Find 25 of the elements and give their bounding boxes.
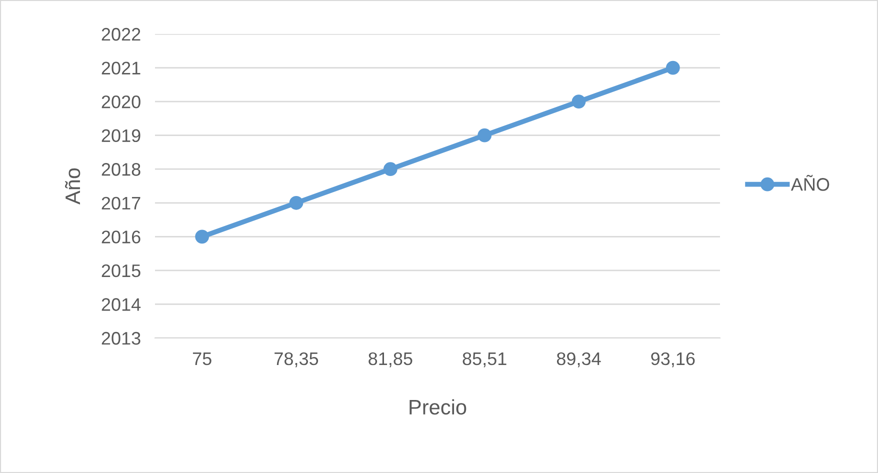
y-tick-label: 2019	[102, 129, 140, 142]
y-tick-label: 2021	[102, 62, 140, 74]
y-tick-label: 2015	[102, 264, 140, 278]
x-axis-title: Precio	[410, 399, 466, 415]
x-tick-label: 75	[192, 352, 212, 366]
x-tick-label: 93,16	[651, 352, 695, 368]
point	[289, 196, 304, 210]
x-tick-label: 78,35	[274, 352, 318, 368]
point	[383, 162, 398, 176]
point	[195, 230, 210, 244]
x-tick-label: 89,34	[556, 352, 601, 368]
y-tick-label: 2013	[102, 332, 140, 345]
y-tick-label: 2022	[102, 28, 140, 41]
y-tick-label: 2018	[102, 163, 140, 176]
legend-label: AÑO	[790, 174, 830, 191]
y-tick-label: 2014	[102, 298, 141, 311]
y-axis-title: Año	[65, 168, 80, 204]
point	[666, 60, 680, 75]
x-tick-label: 81,85	[368, 352, 412, 368]
y-tick-label: 2016	[102, 230, 140, 244]
x-tick-label: 85,51	[462, 352, 506, 368]
y-tick-label: 2020	[102, 95, 140, 108]
point	[478, 128, 492, 142]
point	[572, 94, 586, 108]
y-tick-label: 2017	[102, 196, 140, 210]
